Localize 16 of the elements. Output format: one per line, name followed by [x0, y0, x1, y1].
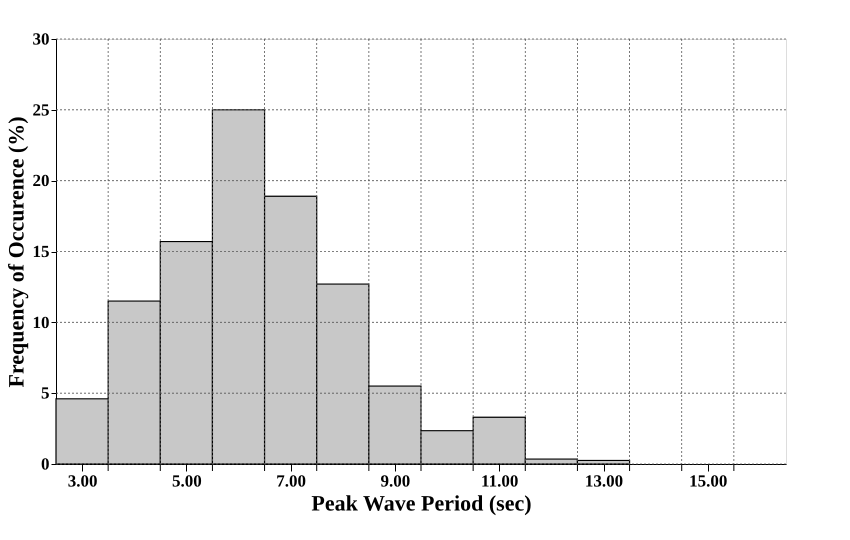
- y-tick-label: 20: [32, 171, 50, 190]
- x-tick-label: 9.00: [380, 472, 410, 490]
- y-tick-label: 0: [41, 454, 50, 474]
- x-tick-label: 11.00: [481, 472, 518, 490]
- x-tick-label: 5.00: [172, 472, 202, 490]
- y-tick-label: 30: [32, 30, 50, 48]
- x-tick-label: 13.00: [584, 472, 624, 490]
- x-tick-label: 15.00: [689, 472, 728, 490]
- x-tick-label: 3.00: [68, 472, 98, 490]
- y-tick-label: 15: [32, 242, 50, 261]
- y-tick-label: 5: [41, 384, 50, 403]
- x-axis-title: Peak Wave Period (sec): [311, 490, 532, 516]
- x-tick-label: 7.00: [276, 472, 306, 490]
- y-axis-title: Frequency of Occurence (%): [4, 116, 28, 388]
- y-tick-label: 25: [32, 100, 50, 120]
- y-tick-label: 10: [32, 312, 50, 332]
